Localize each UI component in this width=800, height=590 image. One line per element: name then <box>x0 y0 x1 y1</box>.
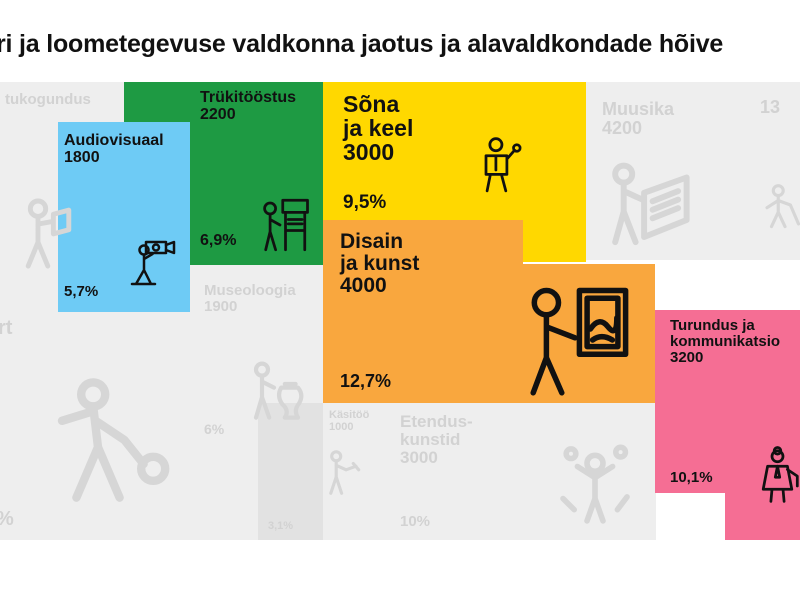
tile-value: 3000 <box>400 447 438 467</box>
tile-share-museoloogia: 6% <box>204 421 225 437</box>
juggler-icon <box>560 444 630 524</box>
tile-value: 4200 <box>602 117 643 138</box>
tile-name: rt <box>0 317 13 339</box>
tile-audiovisuaal <box>58 122 190 312</box>
tile-label-museoloogia: Museoloogia 1900 <box>204 283 296 315</box>
tile-label-disain-ja-kunst: Disain ja kunst 4000 <box>340 230 420 298</box>
tile-turundus-ext <box>725 493 800 540</box>
tile-share-disain-ja-kunst: 12,7% <box>340 371 392 391</box>
pianist-icon <box>612 162 690 246</box>
page-title: ri ja loometegevuse valdkonna jaotus ja … <box>0 30 724 58</box>
tile-share-audiovisuaal: 5,7% <box>64 283 99 300</box>
tile-value: 3200 <box>670 348 704 366</box>
tile-label-audiovisuaal: Audiovisuaal 1800 <box>64 132 164 167</box>
tile-share-trukitoostus: 6,9% <box>200 232 237 249</box>
architect-icon <box>765 184 800 229</box>
tile-name: Trükitööstus <box>200 89 297 106</box>
tile-name: tukogundus <box>5 91 91 108</box>
tile-value: 4000 <box>340 274 387 298</box>
tile-share-etenduskunstid: 10% <box>400 513 431 530</box>
museum-visitor-icon <box>253 361 304 420</box>
tile-value: 1800 <box>64 148 100 166</box>
tile-name: Käsitöö <box>329 409 370 421</box>
tile-name: Muusika <box>602 99 675 119</box>
tile-share-sona-ja-keel: 9,5% <box>343 192 387 213</box>
tile-value: 1900 <box>204 297 238 315</box>
tile-label-muusika: Muusika 4200 <box>602 100 674 138</box>
tile-value: 1000 <box>329 420 354 433</box>
craftsman-icon <box>329 450 361 495</box>
tile-label-trukitoostus: Trükitööstus 2200 <box>200 89 297 124</box>
tile-share-turundus: 10,1% <box>670 469 713 486</box>
tile-name: 13 <box>760 97 781 117</box>
tile-name: Museoloogia <box>204 282 296 299</box>
tile-name: Sõna ja keel <box>343 91 414 142</box>
tile-name: Disain ja kunst <box>340 230 420 276</box>
athlete-icon <box>57 378 170 502</box>
tile-kasitoo <box>258 403 323 540</box>
tile-name: Turundus ja kommunikatsio <box>670 317 781 350</box>
speaker-icon <box>484 137 522 193</box>
reader-icon <box>25 198 72 269</box>
marketer-icon <box>761 446 799 503</box>
tile-share-kasitoo: 3,1% <box>268 520 294 532</box>
tile-value: 3000 <box>343 139 395 166</box>
tile-name: Etendus- kunstid <box>400 412 473 449</box>
tile-label-kasitoo: Käsitöö 1000 <box>329 409 370 433</box>
tile-value: 2200 <box>200 105 236 123</box>
tile-sport-ext <box>190 448 258 540</box>
tile-share-sport: % <box>0 508 14 531</box>
tile-label-sport: rt <box>0 318 12 339</box>
tile-name: Audiovisuaal <box>64 132 164 149</box>
tile-label-sona-ja-keel: Sõna ja keel 3000 <box>343 92 413 164</box>
camera-operator-icon <box>130 240 176 286</box>
printer-operator-icon <box>263 198 309 252</box>
painter-icon <box>530 287 629 396</box>
tile-arhitektuur <box>748 82 800 260</box>
tile-label-arhiivindus: tukogundus <box>5 92 91 108</box>
tile-label-etenduskunstid: Etendus- kunstid 3000 <box>400 413 473 467</box>
tile-disain-ja-kunst <box>323 220 523 403</box>
tile-label-arhitektuur: 13 <box>760 98 780 117</box>
tile-label-turundus: Turundus ja kommunikatsio 3200 <box>670 318 780 365</box>
